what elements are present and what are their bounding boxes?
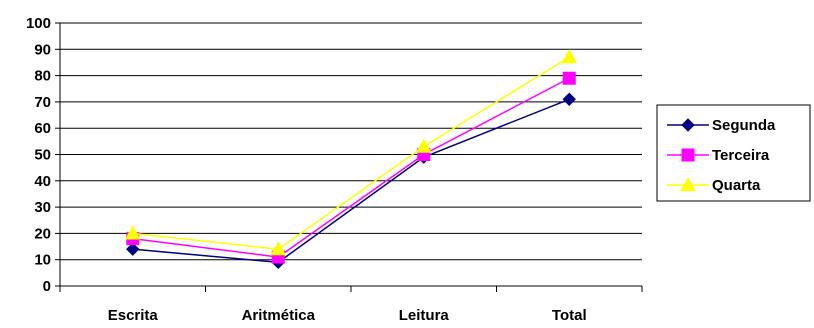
legend: Segunda Terceira Quarta (656, 104, 811, 202)
y-tick-label: 100 (26, 15, 51, 32)
legend-label: Quarta (712, 177, 761, 194)
series-lines (124, 49, 578, 270)
y-tick-label: 40 (34, 173, 51, 190)
data-point-marker (270, 241, 287, 256)
series-line (132, 77, 570, 258)
legend-label: Segunda (712, 117, 776, 134)
x-tick-label: Leitura (399, 307, 450, 323)
gridlines (60, 22, 642, 261)
y-tick-label: 50 (34, 147, 51, 164)
series-quarta (124, 49, 578, 256)
series-terceira (126, 71, 576, 264)
y-tick-label: 10 (34, 252, 51, 269)
legend-item-terceira: Terceira (667, 147, 770, 164)
data-point-marker (126, 242, 140, 256)
y-tick-label: 90 (34, 41, 51, 58)
data-point-marker (562, 92, 576, 106)
y-tick-label: 20 (34, 225, 51, 242)
x-tick-label: Total (552, 307, 587, 323)
series-line (132, 56, 570, 250)
legend-item-quarta: Quarta (667, 176, 761, 194)
series-line (132, 98, 570, 264)
y-tick-label: 0 (43, 278, 51, 295)
y-tick-label: 30 (34, 199, 51, 216)
y-tick-label: 80 (34, 68, 51, 85)
legend-marker (681, 118, 695, 132)
legend-marker (680, 176, 696, 192)
legend-label: Terceira (712, 147, 770, 164)
data-point-marker (562, 71, 576, 85)
data-point-marker (561, 49, 578, 64)
x-tick-label: Escrita (108, 307, 159, 323)
legend-marker (681, 148, 695, 162)
data-point-marker (124, 225, 141, 240)
x-tick-label: Aritmética (242, 307, 316, 323)
legend-item-segunda: Segunda (667, 117, 776, 134)
y-tick-label: 60 (34, 120, 51, 137)
axes: 0 10 20 30 40 50 60 70 80 90 100 Escrita Aritmética L… (26, 15, 643, 324)
y-tick-label: 70 (34, 94, 51, 111)
data-point-marker (415, 138, 432, 153)
